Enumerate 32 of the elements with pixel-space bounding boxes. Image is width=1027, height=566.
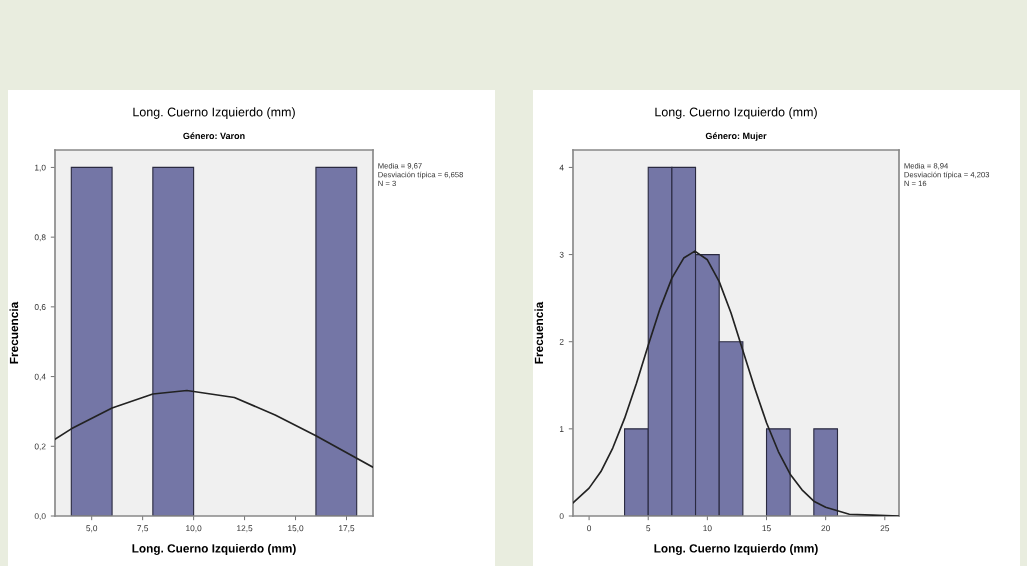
chart-subtitle: Género: Mujer: [705, 132, 767, 141]
x-tick-label: 5: [646, 525, 651, 532]
y-tick-label: 0,2: [34, 443, 46, 451]
y-tick-label: 0,8: [34, 234, 46, 242]
y-tick-label: 0,4: [34, 373, 46, 381]
x-tick-label: 15,0: [288, 525, 304, 533]
line-series: [55, 389, 373, 469]
x-tick-label: 10: [703, 525, 712, 532]
x-tick-label: 10,0: [186, 525, 202, 533]
chart-title: Long. Cuerno Izquierdo (mm): [655, 107, 817, 119]
x-axis-title: Long. Cuerno Izquierdo (mm): [654, 543, 818, 555]
y-tick-label: 0,6: [34, 304, 46, 311]
chart-title: Long. Cuerno Izquierdo (mm): [133, 107, 295, 119]
y-tick-label: 1,0: [35, 164, 46, 172]
y-tick-label: 1: [559, 426, 564, 432]
x-tick-label: 20: [821, 525, 830, 532]
x-tick-label: 17,5: [339, 525, 355, 533]
y-axis-title: Frecuencia: [9, 301, 19, 364]
x-tick-label: 25: [880, 525, 890, 532]
x-tick-label: 5,0: [86, 525, 98, 533]
x-tick-label: 0: [587, 525, 592, 532]
y-axis-title: Frecuencia: [534, 301, 544, 364]
x-tick-label: 7,5: [137, 525, 149, 533]
y-tick-label: 0,0: [34, 513, 46, 521]
x-tick-label: 15: [762, 525, 771, 532]
y-tick-label: 4: [559, 164, 564, 171]
x-tick-label: 12,5: [237, 525, 253, 533]
x-axis-title: Long. Cuerno Izquierdo (mm): [132, 543, 296, 555]
y-tick-label: 3: [559, 251, 564, 258]
y-tick-label: 2: [559, 338, 564, 345]
y-tick-label: 0: [559, 513, 564, 520]
chart-subtitle: Género: Varon: [183, 132, 245, 140]
